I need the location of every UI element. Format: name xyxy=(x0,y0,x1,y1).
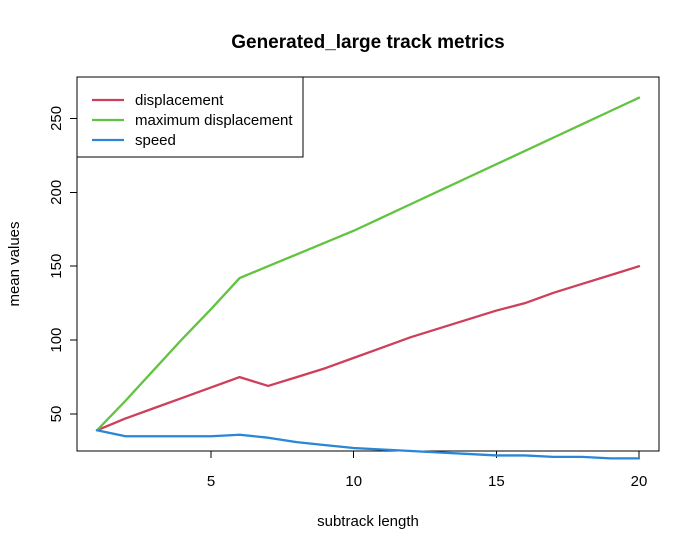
y-tick-label: 250 xyxy=(48,106,65,131)
series-line-maximum-displacement xyxy=(95,96,641,432)
y-tick-label: 100 xyxy=(48,328,65,353)
x-tick-label: 15 xyxy=(488,473,505,490)
x-axis-title: subtrack length xyxy=(317,513,419,530)
series-line-speed xyxy=(95,429,641,460)
x-tick-label: 5 xyxy=(207,473,215,490)
y-tick-label: 50 xyxy=(48,406,65,423)
legend: displacement maximum displacement speed xyxy=(76,76,304,158)
x-tick-label: 10 xyxy=(345,473,362,490)
y-tick-label: 150 xyxy=(48,254,65,279)
series-line-displacement xyxy=(95,265,641,432)
x-tick-label: 20 xyxy=(631,473,648,490)
legend-label-speed: speed xyxy=(135,132,176,149)
legend-box xyxy=(76,76,304,158)
series-layer xyxy=(95,96,641,460)
legend-label-maximum-displacement: maximum displacement xyxy=(135,112,293,129)
y-axis: 50 100 150 200 250 xyxy=(48,106,78,423)
y-axis-title: mean values xyxy=(6,221,23,306)
y-tick-label: 200 xyxy=(48,180,65,205)
chart-title: Generated_large track metrics xyxy=(231,32,505,53)
legend-label-displacement: displacement xyxy=(135,92,224,109)
